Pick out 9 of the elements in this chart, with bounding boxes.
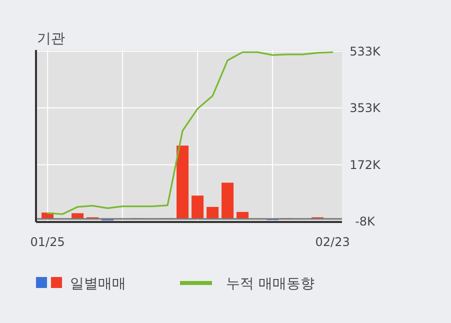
y-tick-label: 353K <box>350 100 382 115</box>
y-tick-label: 172K <box>350 158 382 172</box>
y-tick-label: 533K <box>350 44 382 58</box>
chart-title: 기관 <box>37 31 65 47</box>
x-tick-label: 02/23 <box>315 235 350 249</box>
x-tick-label: 01/25 <box>30 235 65 249</box>
y-tick-label: -8K <box>355 214 376 228</box>
legend-label: 누적 매매동향 <box>226 276 314 292</box>
legend-label: 일별매매 <box>70 276 126 292</box>
